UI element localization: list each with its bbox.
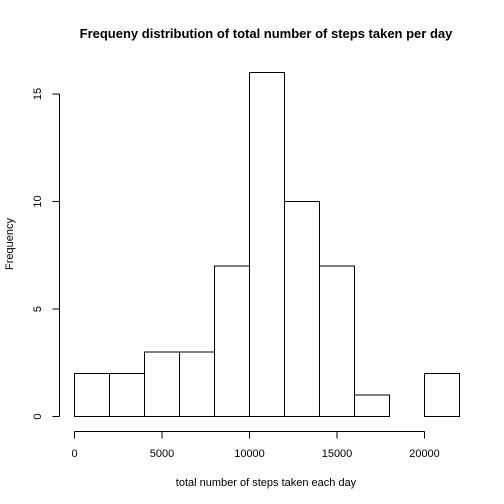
histogram-bar-10 xyxy=(424,373,460,417)
histogram-bar-6 xyxy=(284,201,320,417)
histogram-bar-1 xyxy=(109,373,145,417)
x-tick-label-0: 0 xyxy=(71,448,77,460)
x-axis-label: total number of steps taken each day xyxy=(176,477,357,489)
y-axis: 0 5 10 15 xyxy=(32,88,60,420)
histogram-bar-2 xyxy=(144,351,180,417)
histogram-bar-0 xyxy=(74,373,110,417)
x-tick-label-1: 5000 xyxy=(150,448,174,460)
chart-title: Frequeny distribution of total number of… xyxy=(80,26,453,41)
histogram-bar-8 xyxy=(354,394,390,417)
x-tick-label-3: 15000 xyxy=(322,448,353,460)
y-axis-label: Frequency xyxy=(4,218,16,270)
histogram-bar-5 xyxy=(249,72,285,417)
y-tick-label-2: 10 xyxy=(32,195,44,207)
histogram-bar-3 xyxy=(179,351,215,417)
histogram-bar-4 xyxy=(214,265,250,417)
x-tick-label-4: 20000 xyxy=(409,448,440,460)
histogram-bars xyxy=(74,72,460,417)
x-tick-label-2: 10000 xyxy=(234,448,265,460)
histogram-bar-7 xyxy=(319,265,355,417)
y-tick-label-1: 5 xyxy=(32,306,44,312)
y-tick-label-3: 15 xyxy=(32,88,44,100)
x-axis: 0 5000 10000 15000 20000 xyxy=(71,431,440,460)
y-tick-label-0: 0 xyxy=(32,413,44,419)
